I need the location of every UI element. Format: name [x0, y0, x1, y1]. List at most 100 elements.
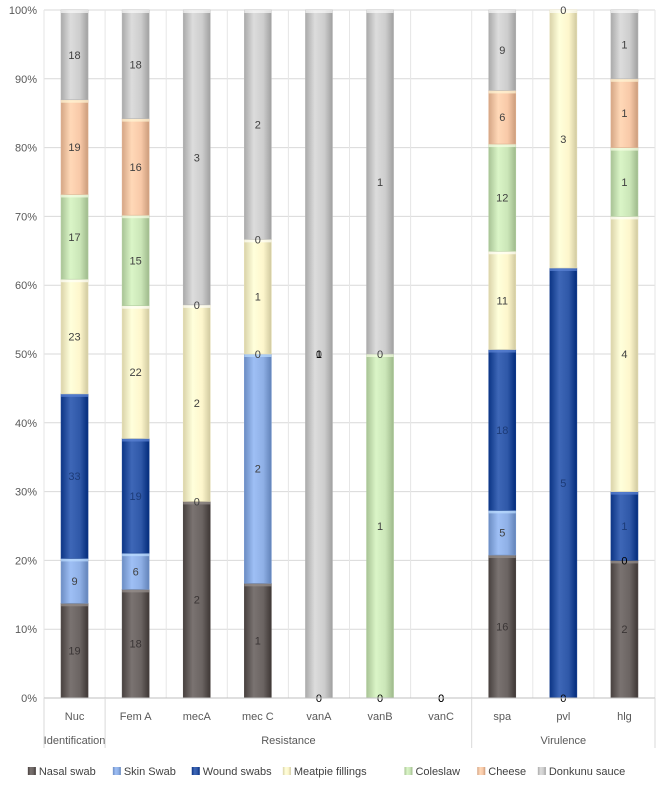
data-label: 0 [621, 555, 627, 567]
bar-segment [488, 9, 517, 91]
bar-bevel [488, 555, 516, 559]
y-tick-label: 30% [15, 487, 37, 499]
x-tick-label: spa [493, 711, 512, 723]
data-label: 0 [560, 693, 566, 705]
bar-bevel [61, 279, 89, 283]
bar-bevel [549, 268, 577, 271]
bar-segment [366, 353, 394, 699]
y-tick-label: 100% [9, 5, 37, 17]
data-label: 17 [68, 232, 80, 244]
x-tick-label: vanC [428, 711, 454, 723]
bar-bevel [122, 215, 150, 219]
bar-segment [182, 501, 211, 699]
bar-bevel [122, 553, 150, 557]
data-label: 18 [130, 59, 142, 71]
data-label: 16 [496, 622, 508, 634]
data-label: 1 [255, 292, 261, 304]
data-label: 0 [438, 693, 444, 705]
bar-segment [610, 78, 639, 148]
bar-bevel [610, 216, 638, 220]
bar-segment [244, 239, 272, 355]
bar-bevel [61, 558, 89, 562]
legend-swatch [477, 767, 486, 775]
legend-label: Skin Swab [124, 766, 176, 778]
legend-label: Meatpie fillings [294, 766, 367, 778]
x-tick-label: mec C [242, 711, 274, 723]
data-label: 0 [438, 693, 444, 705]
data-label: 19 [68, 646, 80, 658]
bar-segment [488, 250, 517, 350]
y-tick-label: 40% [15, 418, 37, 430]
bar-bevel [610, 78, 638, 82]
x-tick-label: mecA [183, 711, 212, 723]
bar-bevel [244, 354, 272, 357]
data-label: 9 [71, 576, 77, 588]
bar-bevel [61, 393, 89, 397]
y-tick-label: 70% [15, 211, 37, 223]
bar-bevel [549, 10, 577, 13]
y-tick-label: 20% [15, 555, 37, 567]
bar-segment [182, 9, 211, 306]
data-label: 23 [68, 332, 80, 344]
bar-bevel [488, 144, 516, 148]
bar-bevel [610, 560, 638, 564]
bar-segment [121, 118, 150, 216]
data-label: 1 [621, 39, 627, 51]
bar-bevel [61, 10, 89, 13]
bar-segment [60, 194, 89, 280]
bars [60, 9, 639, 699]
data-label: 19 [130, 491, 142, 503]
legend-label: Coleslaw [415, 766, 460, 778]
data-label: 1 [621, 521, 627, 533]
bar-segment [366, 9, 394, 355]
bar-bevel [183, 501, 211, 505]
data-label: 6 [499, 112, 505, 124]
bar-bevel [183, 10, 211, 13]
legend-swatch [27, 767, 36, 775]
bar-bevel [244, 239, 272, 243]
data-label: 18 [496, 425, 508, 437]
legend-swatch [191, 767, 200, 775]
legend-label: Nasal swab [39, 766, 96, 778]
axes: 0% 10% 20% 30% 40% 50% 60% 70% 80% 90% 100% Nuc Fem … [9, 5, 656, 748]
bar-segment [121, 214, 150, 307]
data-label: 2 [255, 120, 261, 132]
bar-bevel [305, 10, 333, 13]
bar-bevel [183, 304, 211, 308]
data-label: 2 [255, 464, 261, 476]
data-label: 0 [194, 496, 200, 508]
data-label: 3 [194, 152, 200, 164]
data-label: 19 [68, 142, 80, 154]
bar-bevel [244, 583, 272, 587]
data-label: 0 [377, 349, 383, 361]
data-label: 33 [68, 471, 80, 483]
bar-segment [121, 9, 150, 119]
data-label: 2 [194, 595, 200, 607]
bar-bevel [488, 90, 516, 94]
data-label: 18 [68, 50, 80, 62]
bar-bevel [122, 10, 150, 13]
x-tick-label: Fem A [120, 711, 152, 723]
bar-bevel [61, 603, 89, 607]
bar-segment [244, 353, 272, 584]
data-label: 1 [621, 177, 627, 189]
legend-label: Wound swabs [203, 766, 272, 778]
bar-bevel [366, 10, 394, 13]
data-label: 5 [560, 478, 566, 490]
bar-segment [182, 304, 211, 502]
data-label: 4 [621, 349, 627, 361]
data-label: 0 [560, 5, 566, 17]
bar-segment [121, 438, 150, 554]
legend-label: Donkunu sauce [549, 766, 625, 778]
bar-bevel [122, 118, 150, 122]
bar-bevel [122, 589, 150, 593]
y-tick-label: 80% [15, 143, 37, 155]
y-tick-label: 50% [15, 349, 37, 361]
legend-label: Cheese [488, 766, 526, 778]
bar-bevel [610, 10, 638, 13]
bar-segment [549, 9, 578, 269]
bar-bevel [122, 305, 150, 309]
data-label: 6 [133, 566, 139, 578]
bar-segment [121, 589, 150, 699]
